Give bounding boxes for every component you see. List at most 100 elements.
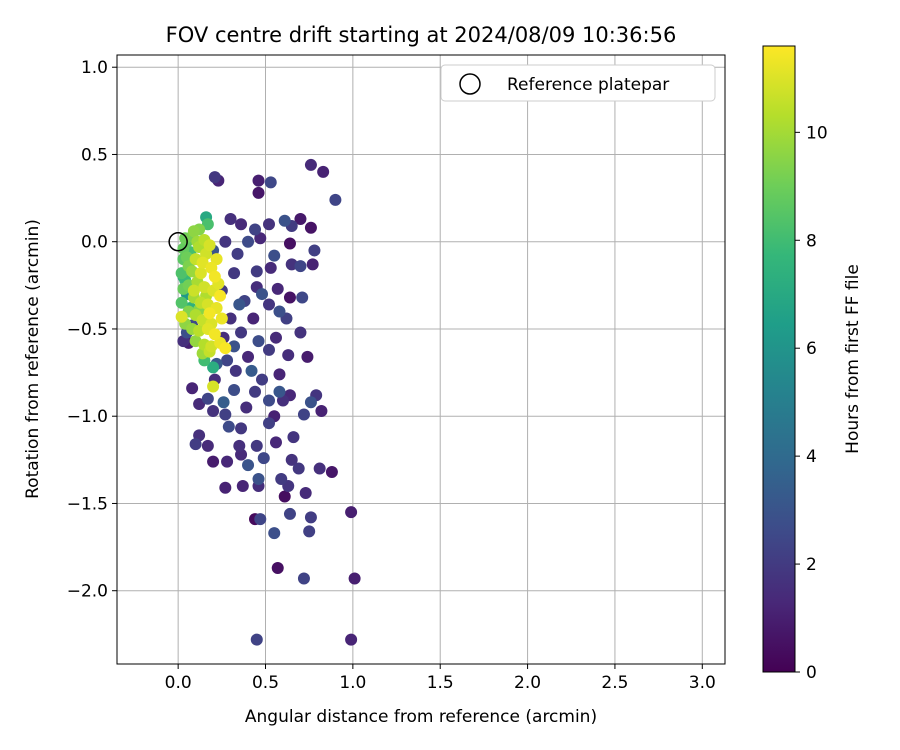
reference-point-marker [168, 231, 188, 252]
data-point [215, 312, 228, 325]
data-point [221, 455, 234, 468]
data-point [283, 237, 296, 250]
colorbar-frame [762, 45, 796, 673]
y-tick-label: 0.5 [81, 145, 108, 165]
y-tick-label: −0.5 [67, 320, 108, 340]
colorbar-tick-label: 8 [806, 231, 817, 251]
legend: Reference platepar [440, 64, 716, 102]
data-point [294, 326, 307, 339]
data-point [296, 291, 309, 304]
data-point [193, 397, 206, 410]
data-point [252, 186, 265, 199]
data-point [247, 312, 260, 325]
data-point [264, 176, 277, 189]
data-point [175, 310, 188, 323]
data-point [345, 506, 358, 519]
colorbar-tick-label: 4 [806, 447, 817, 467]
data-point [194, 267, 207, 280]
data-point [219, 235, 232, 248]
y-tick-label: 1.0 [81, 58, 108, 78]
data-point [264, 261, 277, 274]
data-point [207, 455, 220, 468]
data-point [186, 382, 199, 395]
data-point [263, 218, 275, 231]
data-point [301, 350, 314, 363]
data-point [273, 368, 286, 381]
data-point [263, 394, 275, 407]
data-point [297, 408, 310, 421]
data-point [250, 265, 263, 278]
data-point [175, 296, 188, 309]
data-point [242, 350, 255, 363]
data-point [269, 331, 282, 344]
colorbar [763, 46, 795, 672]
x-tick-label: 0.5 [252, 673, 279, 693]
data-point [208, 171, 221, 184]
data-point [283, 291, 296, 304]
colorbar-tick-label: 2 [806, 555, 817, 575]
data-point [207, 380, 220, 393]
data-point [299, 486, 312, 499]
data-point [304, 511, 317, 524]
data-point [235, 422, 248, 435]
data-point [224, 213, 237, 226]
y-tick-label: −1.5 [67, 494, 108, 514]
data-point [233, 298, 246, 311]
data-point [219, 342, 232, 355]
data-point [294, 260, 307, 273]
colorbar-tick-label: 6 [806, 339, 817, 359]
y-tick-label: −2.0 [67, 582, 108, 602]
data-point [269, 436, 282, 449]
data-point [345, 633, 358, 646]
data-point [252, 335, 265, 348]
data-point [187, 225, 200, 238]
data-point [257, 452, 270, 465]
data-point [250, 633, 263, 646]
data-point [221, 354, 234, 367]
data-point [231, 247, 244, 260]
data-point [329, 193, 342, 206]
data-point [303, 525, 316, 538]
data-point [304, 158, 317, 171]
data-point [196, 256, 209, 269]
data-point [292, 462, 305, 475]
data-point [263, 417, 275, 430]
data-point [219, 408, 232, 421]
x-tick-label: 2.5 [601, 673, 628, 693]
colorbar-ticks: 0 2 4 6 8 10 [795, 123, 828, 683]
data-point [245, 364, 258, 377]
colorbar-tick-label: 0 [806, 663, 817, 683]
data-point [187, 284, 200, 297]
data-point [313, 462, 326, 475]
data-point [271, 282, 284, 295]
data-point [315, 404, 328, 417]
data-point [250, 439, 263, 452]
data-point [308, 244, 321, 257]
chart-title: FOV centre drift starting at 2024/08/09 … [166, 23, 677, 47]
data-point [224, 312, 237, 325]
x-tick-label: 2.0 [514, 673, 541, 693]
data-point [228, 384, 241, 397]
data-point [207, 361, 220, 374]
data-point [256, 373, 269, 386]
data-point [235, 218, 248, 231]
data-point [252, 174, 265, 187]
data-point [219, 481, 232, 494]
data-point [297, 572, 310, 585]
data-point [242, 459, 255, 472]
y-axis-label: Rotation from reference (arcmin) [23, 219, 43, 499]
data-point [317, 165, 330, 178]
data-point [229, 364, 242, 377]
data-point [235, 326, 248, 339]
data-point [263, 343, 275, 356]
data-point [273, 305, 286, 318]
legend-box [440, 64, 716, 102]
data-point [203, 239, 216, 252]
data-point [271, 562, 284, 575]
data-point [189, 438, 202, 451]
data-point [282, 349, 295, 362]
data-point [240, 401, 253, 414]
data-point [304, 396, 317, 409]
data-point [201, 439, 214, 452]
